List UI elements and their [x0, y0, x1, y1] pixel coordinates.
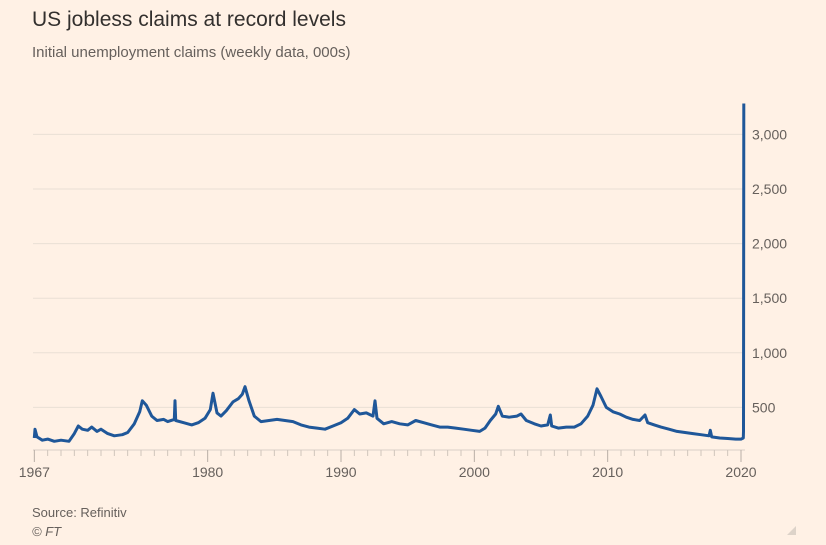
copyright-note: © FT — [32, 524, 62, 539]
y-tick-label: 1,000 — [752, 345, 787, 361]
x-tick-label: 1980 — [192, 464, 223, 480]
x-tick-label: 2000 — [459, 464, 490, 480]
y-tick-label: 1,500 — [752, 290, 787, 306]
x-tick-label: 2020 — [725, 464, 756, 480]
y-tick-label: 3,000 — [752, 126, 787, 142]
resize-handle-icon — [787, 526, 796, 535]
chart-title: US jobless claims at record levels — [32, 8, 346, 31]
y-tick-label: 2,500 — [752, 181, 787, 197]
y-tick-label: 500 — [752, 399, 776, 415]
y-tick-label: 2,000 — [752, 236, 787, 252]
source-note: Source: Refinitiv — [32, 505, 127, 520]
x-tick-label: 1990 — [325, 464, 356, 480]
series-line-claims — [32, 103, 746, 443]
chart-subtitle: Initial unemployment claims (weekly data… — [32, 44, 351, 61]
x-tick-label: 2010 — [592, 464, 623, 480]
x-tick-label: 1967 — [19, 464, 50, 480]
